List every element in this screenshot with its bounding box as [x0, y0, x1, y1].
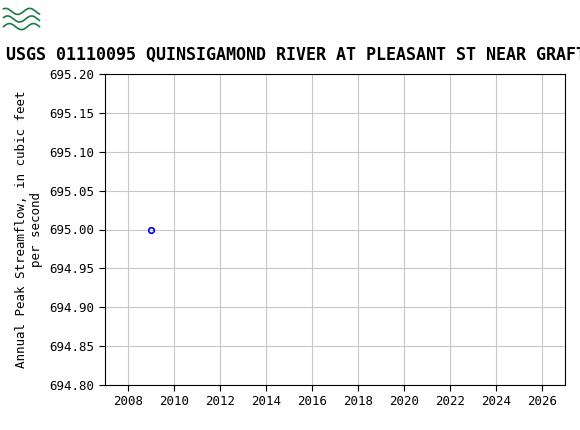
Y-axis label: Annual Peak Streamflow, in cubic feet
per second: Annual Peak Streamflow, in cubic feet pe…: [14, 91, 43, 368]
Bar: [3, 2, 41, 36]
Text: USGS: USGS: [44, 7, 121, 31]
Text: USGS 01110095 QUINSIGAMOND RIVER AT PLEASANT ST NEAR GRAFTON, MA: USGS 01110095 QUINSIGAMOND RIVER AT PLEA…: [6, 46, 580, 64]
